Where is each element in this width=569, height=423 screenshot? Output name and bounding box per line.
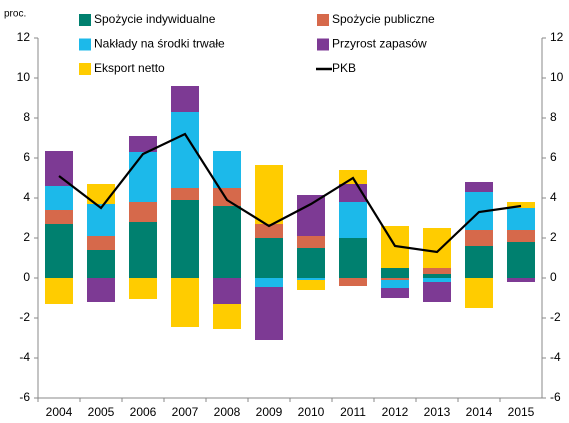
legend-label: Eksport netto — [94, 61, 165, 75]
bar-segment — [507, 230, 535, 242]
bar-segment — [255, 238, 283, 278]
y-tick-label: -4 — [19, 350, 30, 364]
bar-segment — [465, 182, 493, 192]
bar-segment — [381, 278, 409, 280]
bar-segment — [339, 202, 367, 238]
bar-segment — [129, 152, 157, 202]
bar-segment — [255, 278, 283, 287]
bar-segment — [129, 278, 157, 299]
bar-segment — [255, 224, 283, 238]
y-axis-label: proc. — [4, 9, 26, 20]
y-tick-label: 12 — [17, 30, 31, 44]
y-tick-label: -6 — [19, 390, 30, 404]
legend-label: Nakłady na środki trwałe — [94, 37, 225, 51]
bar-segment — [213, 206, 241, 278]
x-tick-label: 2007 — [172, 405, 199, 419]
bar-segment — [45, 210, 73, 224]
y-tick-label: 10 — [17, 70, 31, 84]
x-tick-label: 2013 — [424, 405, 451, 419]
bar-segment — [45, 151, 73, 186]
bar-segment — [171, 278, 199, 327]
bar-segment — [423, 278, 451, 282]
y-tick-label: 8 — [23, 110, 30, 124]
bar-segment — [171, 86, 199, 112]
x-tick-label: 2010 — [298, 405, 325, 419]
y-tick-label: 2 — [23, 230, 30, 244]
bar-segment — [45, 278, 73, 304]
bar-segment — [339, 278, 367, 286]
line — [58, 132, 522, 254]
y-tick-label: -2 — [19, 310, 30, 324]
bar-segment — [423, 274, 451, 278]
bar-segment — [465, 230, 493, 246]
bar-segment — [213, 278, 241, 304]
y2-tick-label: 8 — [550, 110, 557, 124]
bar-segment — [255, 165, 283, 224]
x-tick-label: 2014 — [466, 405, 493, 419]
y2-tick-label: 10 — [550, 70, 564, 84]
bar-segment — [297, 195, 325, 236]
bar-segment — [171, 200, 199, 278]
x-tick-label: 2009 — [256, 405, 283, 419]
bar-segment — [465, 278, 493, 308]
bar-segment — [45, 224, 73, 278]
bar-segment — [507, 242, 535, 278]
bar-segment — [423, 268, 451, 274]
legend-swatch — [317, 14, 329, 26]
bar-segment — [381, 288, 409, 298]
y2-tick-label: -4 — [550, 350, 561, 364]
legend-swatch — [79, 14, 91, 26]
bar-segment — [87, 278, 115, 302]
bar-segment — [465, 246, 493, 278]
x-tick-label: 2005 — [88, 405, 115, 419]
bar-segment — [129, 136, 157, 152]
bar-segment — [381, 280, 409, 288]
bar-segment — [129, 222, 157, 278]
bar-segment — [45, 186, 73, 210]
legend-label: PKB — [332, 61, 356, 75]
y2-tick-label: 0 — [550, 270, 557, 284]
bar-segment — [87, 236, 115, 250]
legend-label: Spożycie indywidualne — [94, 12, 216, 26]
legend-swatch — [79, 38, 91, 51]
y-tick-label: 4 — [23, 190, 30, 204]
bar-segment — [87, 250, 115, 278]
x-tick-label: 2015 — [508, 405, 535, 419]
bar-segment — [297, 236, 325, 248]
x-tick-label: 2011 — [340, 405, 366, 419]
legend-label: Przyrost zapasów — [332, 37, 427, 51]
y-tick-label: 6 — [23, 150, 30, 164]
legend-swatch — [317, 38, 329, 51]
y2-tick-label: -6 — [550, 390, 561, 404]
bar-segment — [381, 268, 409, 278]
x-tick-label: 2008 — [214, 405, 241, 419]
bar-segment — [129, 202, 157, 222]
x-tick-label: 2006 — [130, 405, 157, 419]
bar-segment — [297, 248, 325, 278]
bar-segment — [423, 228, 451, 268]
x-tick-label: 2004 — [46, 405, 73, 419]
y2-tick-label: 12 — [550, 30, 564, 44]
bar-segment — [297, 278, 325, 280]
legend-swatch — [79, 63, 91, 75]
bar-segment — [339, 238, 367, 278]
y2-tick-label: 4 — [550, 190, 557, 204]
y-tick-label: 0 — [23, 270, 30, 284]
x-tick-label: 2012 — [382, 405, 409, 419]
bar-segment — [213, 304, 241, 329]
y2-tick-label: 6 — [550, 150, 557, 164]
bar-segment — [507, 208, 535, 230]
bar-segment — [297, 280, 325, 290]
bar-segment — [213, 151, 241, 188]
legend-label: Spożycie publiczne — [332, 12, 435, 26]
y2-tick-label: -2 — [550, 310, 561, 324]
bar-segment — [213, 188, 241, 206]
y2-tick-label: 2 — [550, 230, 557, 244]
bar-segment — [423, 282, 451, 302]
bar-segment — [507, 278, 535, 282]
bar-segment — [171, 188, 199, 200]
bar-segment — [255, 287, 283, 340]
bar-segment — [507, 202, 535, 208]
